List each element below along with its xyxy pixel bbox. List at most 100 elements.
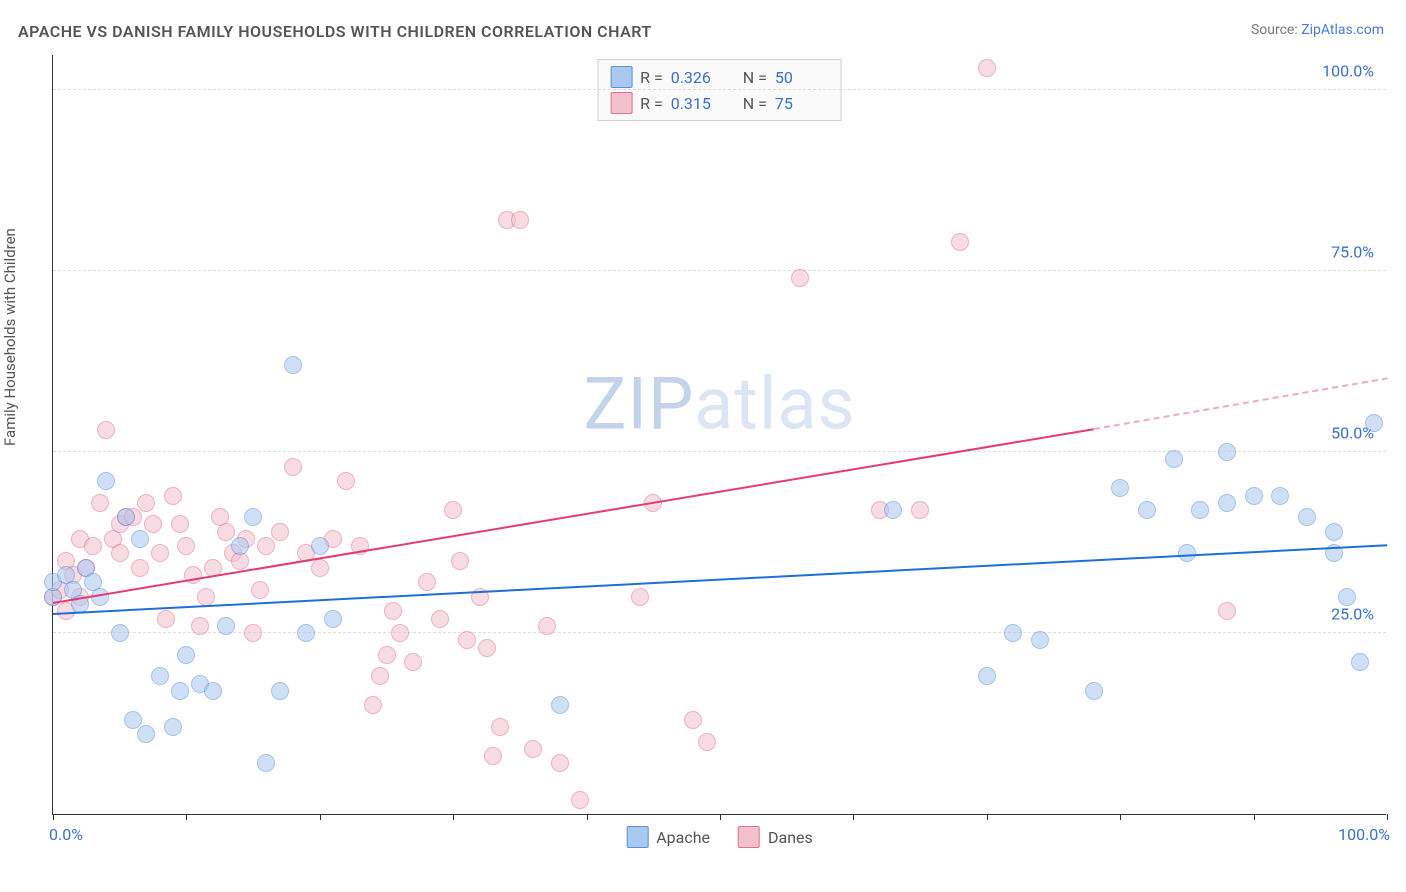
data-point (131, 559, 149, 577)
data-point (297, 624, 315, 642)
data-point (271, 523, 289, 541)
data-point (978, 59, 996, 77)
data-point (1138, 501, 1156, 519)
trend-line (53, 428, 1094, 604)
data-point (97, 421, 115, 439)
data-point (164, 487, 182, 505)
data-point (91, 494, 109, 512)
series-legend: Apache Danes (626, 826, 813, 848)
data-point (204, 682, 222, 700)
data-point (157, 610, 175, 628)
source-credit: Source: ZipAtlas.com (1251, 22, 1384, 38)
data-point (144, 515, 162, 533)
chart-title: APACHE VS DANISH FAMILY HOUSEHOLDS WITH … (18, 22, 652, 41)
data-point (131, 530, 149, 548)
data-point (458, 631, 476, 649)
watermark-atlas: atlas (694, 362, 856, 447)
data-point (1191, 501, 1209, 519)
data-point (1031, 631, 1049, 649)
data-point (271, 682, 289, 700)
data-point (698, 733, 716, 751)
x-tick-mark (453, 814, 454, 820)
data-point (137, 494, 155, 512)
x-tick-label-left: 0.0% (49, 825, 83, 844)
watermark: ZIPatlas (583, 362, 855, 447)
legend-r-value-danes: 0.315 (671, 94, 725, 113)
data-point (231, 537, 249, 555)
source-link[interactable]: ZipAtlas.com (1301, 22, 1384, 38)
data-point (1111, 479, 1129, 497)
data-point (244, 508, 262, 526)
legend-n-label: N = (743, 68, 767, 87)
data-point (404, 653, 422, 671)
data-point (1271, 487, 1289, 505)
data-point (431, 610, 449, 628)
x-tick-mark (53, 814, 54, 820)
data-point (1338, 588, 1356, 606)
trend-line (1093, 378, 1387, 431)
data-point (137, 725, 155, 743)
x-tick-mark (587, 814, 588, 820)
data-point (1218, 443, 1236, 461)
x-tick-mark (186, 814, 187, 820)
data-point (551, 696, 569, 714)
data-point (324, 610, 342, 628)
data-point (151, 544, 169, 562)
data-point (1165, 450, 1183, 468)
legend-row-apache: R = 0.326 N = 50 (606, 64, 833, 90)
legend-r-label: R = (640, 68, 663, 87)
data-point (571, 791, 589, 809)
data-point (311, 559, 329, 577)
y-axis-label: Family Households with Children (1, 228, 19, 446)
data-point (337, 472, 355, 490)
gridline-h (53, 451, 1386, 452)
data-point (1245, 487, 1263, 505)
data-point (484, 747, 502, 765)
data-point (791, 269, 809, 287)
data-point (378, 646, 396, 664)
data-point (911, 501, 929, 519)
source-prefix: Source: (1251, 22, 1301, 38)
data-point (151, 667, 169, 685)
data-point (1218, 602, 1236, 620)
data-point (364, 696, 382, 714)
data-point (511, 211, 529, 229)
data-point (451, 552, 469, 570)
data-point (1325, 523, 1343, 541)
data-point (164, 718, 182, 736)
data-point (217, 617, 235, 635)
data-point (1365, 414, 1383, 432)
data-point (978, 667, 996, 685)
x-tick-label-right: 100.0% (1338, 825, 1390, 844)
data-point (1085, 682, 1103, 700)
gridline-h (53, 89, 1386, 90)
x-tick-mark (1254, 814, 1255, 820)
legend-label-apache: Apache (656, 828, 710, 847)
y-tick-label: 75.0% (1331, 243, 1380, 262)
data-point (1004, 624, 1022, 642)
data-point (538, 617, 556, 635)
data-point (111, 544, 129, 562)
data-point (177, 537, 195, 555)
data-point (684, 711, 702, 729)
data-point (384, 602, 402, 620)
legend-n-value-danes: 75 (775, 94, 829, 113)
data-point (171, 682, 189, 700)
data-point (251, 581, 269, 599)
data-point (284, 356, 302, 374)
data-point (1351, 653, 1369, 671)
x-tick-mark (1387, 814, 1388, 820)
data-point (371, 667, 389, 685)
gridline-h (53, 270, 1386, 271)
data-point (177, 646, 195, 664)
data-point (257, 537, 275, 555)
data-point (197, 588, 215, 606)
data-point (84, 537, 102, 555)
data-point (551, 754, 569, 772)
data-point (257, 754, 275, 772)
legend-swatch-apache (610, 66, 632, 88)
data-point (444, 501, 462, 519)
data-point (1298, 508, 1316, 526)
legend-swatch-apache (626, 826, 648, 848)
x-tick-mark (987, 814, 988, 820)
